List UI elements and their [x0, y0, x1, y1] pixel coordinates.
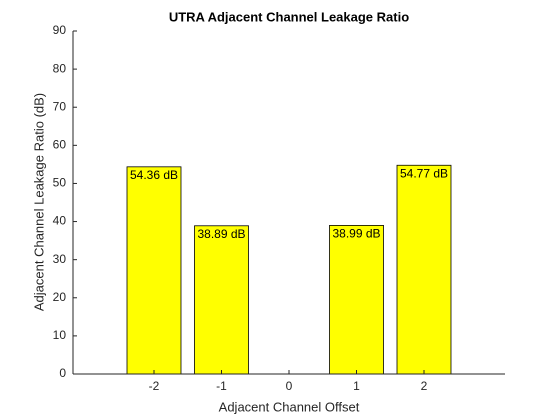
y-tick-label: 40 [53, 214, 67, 228]
value-label: 54.36 dB [130, 168, 178, 182]
y-tick-label: 70 [53, 99, 67, 113]
chart-title: UTRA Adjacent Channel Leakage Ratio [169, 9, 409, 24]
y-tick-label: 80 [53, 61, 67, 75]
y-tick-label: 50 [53, 176, 67, 190]
x-tick-label: 1 [353, 379, 360, 393]
y-axis-label: Adjacent Channel Leakage Ratio (dB) [31, 93, 46, 311]
y-tick-label: 90 [53, 23, 67, 37]
y-tick-label: 20 [53, 290, 67, 304]
x-tick-label: 2 [421, 379, 428, 393]
y-tick-label: 60 [53, 138, 67, 152]
x-tick-label: -2 [149, 379, 160, 393]
x-tick-label: 0 [286, 379, 293, 393]
bar [194, 225, 249, 375]
bar [329, 225, 384, 375]
value-label: 54.77 dB [400, 166, 448, 180]
y-tick-label: 30 [53, 252, 67, 266]
y-tick-label: 10 [53, 328, 67, 342]
bar [396, 164, 452, 375]
y-tick-label: 0 [59, 366, 66, 380]
x-tick-label: -1 [216, 379, 227, 393]
x-axis-label: Adjacent Channel Offset [219, 399, 360, 414]
value-label: 38.99 dB [332, 227, 380, 241]
bar [126, 166, 182, 375]
value-label: 38.89 dB [197, 227, 245, 241]
